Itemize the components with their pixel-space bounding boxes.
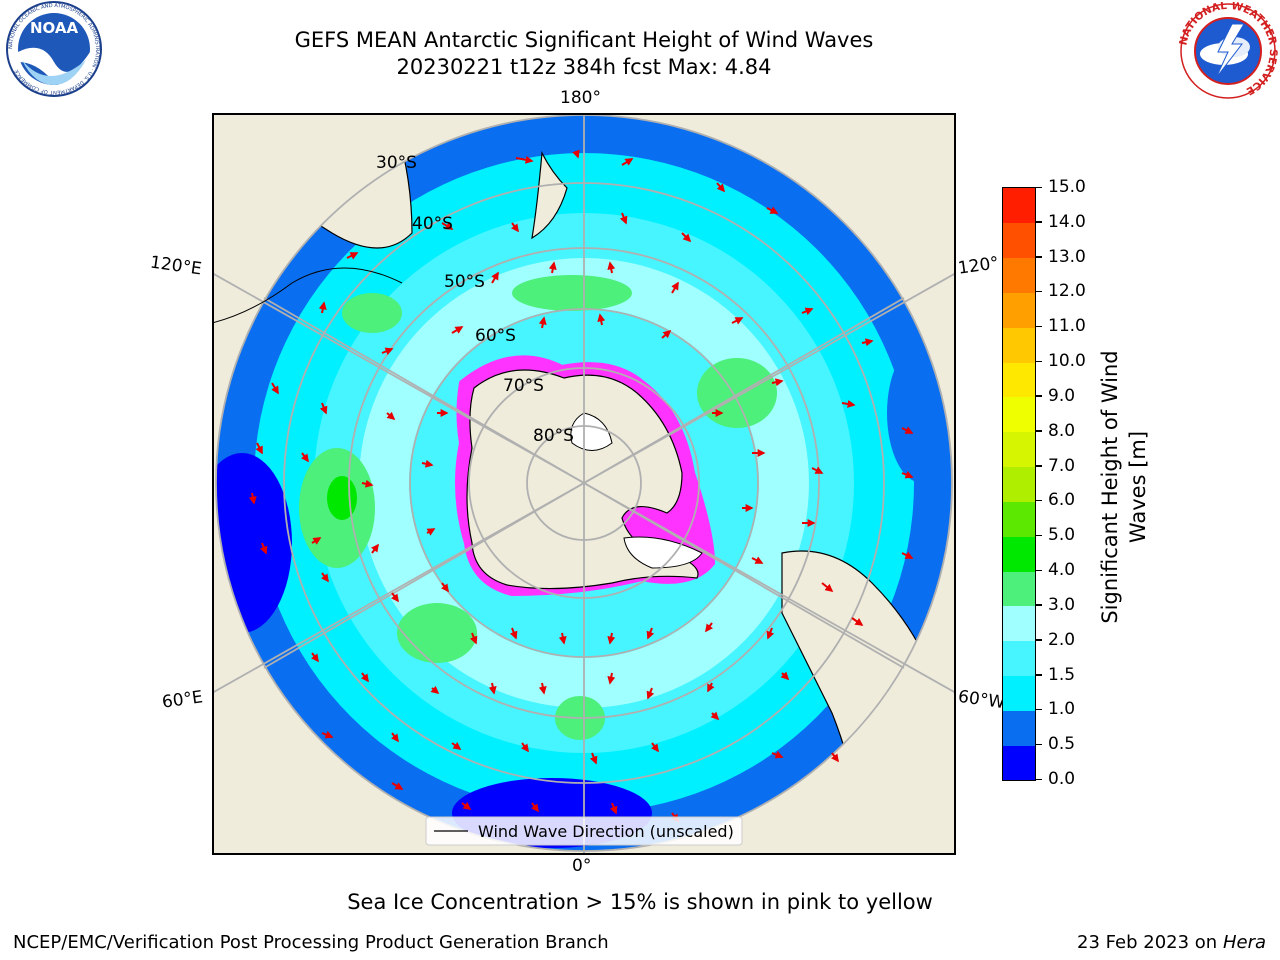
colorbar-segment bbox=[1003, 710, 1035, 746]
colorbar-tick-label: 9.0 bbox=[1048, 385, 1076, 406]
colorbar-segment bbox=[1003, 640, 1035, 677]
colorbar-tick-label: 14.0 bbox=[1048, 211, 1086, 232]
lon-label-180: 180° bbox=[560, 88, 601, 108]
colorbar-tick-label: 12.0 bbox=[1048, 281, 1086, 302]
colorbar-tick-mark bbox=[1036, 674, 1042, 676]
colorbar-tick-mark bbox=[1036, 221, 1042, 223]
colorbar-segment bbox=[1003, 362, 1035, 398]
wave-patch bbox=[397, 603, 477, 663]
noaa-logo: NOAA NATIONAL OCEANIC AND ATMOSPHERIC AD… bbox=[6, 1, 102, 97]
colorbar-tick-mark bbox=[1036, 360, 1042, 363]
colorbar-tick-mark bbox=[1036, 499, 1042, 502]
legend-label: Wind Wave Direction (unscaled) bbox=[478, 822, 734, 841]
colorbar-segment bbox=[1003, 188, 1035, 224]
lat-label-30: 30°S bbox=[376, 153, 417, 173]
plot-title-line1: GEFS MEAN Antarctic Significant Height o… bbox=[294, 28, 874, 52]
svg-text:NOAA: NOAA bbox=[30, 19, 79, 37]
colorbar-segment bbox=[1003, 431, 1035, 468]
colorbar-tick-label: 15.0 bbox=[1048, 177, 1086, 197]
colorbar-tick-mark bbox=[1036, 430, 1042, 432]
colorbar-tick-mark bbox=[1036, 290, 1042, 293]
colorbar-tick-label: 1.5 bbox=[1048, 664, 1076, 685]
polar-map: 30°S 40°S 50°S 60°S 70°S 80°S Wind Wave … bbox=[212, 113, 956, 855]
nws-logo: NATIONAL WEATHER SERVICE bbox=[1178, 2, 1278, 99]
lon-label-60e: 60°E bbox=[160, 687, 205, 713]
lat-label-50: 50°S bbox=[444, 272, 485, 292]
colorbar-tick-mark bbox=[1036, 186, 1042, 188]
lat-label-80: 80°S bbox=[533, 426, 574, 446]
lon-label-60w: 60°W bbox=[956, 686, 1007, 714]
colorbar-segment bbox=[1003, 257, 1035, 293]
colorbar-tick-mark bbox=[1036, 465, 1042, 467]
colorbar-segment bbox=[1003, 501, 1035, 537]
colorbar-segment bbox=[1003, 327, 1035, 363]
lat-label-60: 60°S bbox=[475, 326, 516, 346]
colorbar-tick-mark bbox=[1036, 325, 1042, 328]
colorbar-segment bbox=[1003, 396, 1035, 433]
lon-label-0: 0° bbox=[572, 856, 592, 876]
colorbar-tick-label: 6.0 bbox=[1048, 490, 1076, 511]
colorbar-segment bbox=[1003, 675, 1035, 711]
colorbar-segment bbox=[1003, 466, 1035, 502]
colorbar-tick-label: 5.0 bbox=[1048, 525, 1076, 546]
lat-label-40: 40°S bbox=[412, 214, 453, 234]
colorbar-tick-label: 10.0 bbox=[1048, 351, 1086, 372]
colorbar-tick-mark bbox=[1036, 604, 1042, 606]
colorbar bbox=[1002, 187, 1036, 781]
map-legend: Wind Wave Direction (unscaled) bbox=[425, 816, 743, 846]
wave-patch bbox=[697, 358, 777, 428]
map-frame bbox=[212, 113, 956, 855]
colorbar-tick-mark bbox=[1036, 639, 1042, 641]
colorbar-segment bbox=[1003, 745, 1035, 781]
colorbar-tick-mark bbox=[1036, 256, 1042, 258]
colorbar-tick-label: 3.0 bbox=[1048, 594, 1076, 615]
colorbar-tick-mark bbox=[1036, 778, 1042, 780]
colorbar-ticks: 0.0 0.5 1.0 1.5 2.0 3.0 4.0 5.0 6.0 7.0 8.0 9.0 10.0… bbox=[1034, 0, 1094, 960]
footer-org: NCEP/EMC/Verification Post Processing Pr… bbox=[13, 932, 609, 953]
new-zealand bbox=[531, 150, 568, 240]
colorbar-tick-label: 2.0 bbox=[1048, 629, 1076, 650]
colorbar-tick-label: 11.0 bbox=[1048, 316, 1086, 337]
colorbar-segment bbox=[1003, 536, 1035, 572]
lon-label-120w: 120° bbox=[956, 253, 1001, 279]
lat-label-70: 70°S bbox=[503, 376, 544, 396]
colorbar-tick-label: 13.0 bbox=[1048, 246, 1086, 267]
footer-machine: Hera bbox=[1222, 932, 1266, 953]
colorbar-segment bbox=[1003, 292, 1035, 328]
plot-title-line2: 20230221 t12z 384h fcst Max: 4.84 bbox=[396, 55, 772, 79]
wave-patch bbox=[342, 293, 402, 333]
colorbar-tick-mark bbox=[1036, 708, 1042, 711]
colorbar-tick-mark bbox=[1036, 743, 1042, 746]
colorbar-tick-label: 1.0 bbox=[1048, 699, 1076, 720]
colorbar-segment bbox=[1003, 222, 1035, 259]
colorbar-tick-mark bbox=[1036, 534, 1042, 537]
colorbar-tick-label: 8.0 bbox=[1048, 420, 1076, 441]
colorbar-label: Significant Height of Wind Waves [m] bbox=[1098, 350, 1150, 624]
colorbar-tick-label: 0.0 bbox=[1048, 769, 1076, 789]
wave-patch bbox=[512, 275, 632, 311]
colorbar-tick-label: 4.0 bbox=[1048, 560, 1076, 581]
colorbar-tick-label: 0.5 bbox=[1048, 734, 1076, 755]
colorbar-tick-mark bbox=[1036, 569, 1042, 572]
colorbar-tick-mark bbox=[1036, 395, 1042, 397]
wind-wave-arrows bbox=[248, 149, 914, 823]
colorbar-segment bbox=[1003, 605, 1035, 642]
sea-ice-note: Sea Ice Concentration > 15% is shown in … bbox=[347, 890, 933, 914]
footer-date: 23 Feb 2023 on Hera bbox=[1077, 932, 1266, 953]
graticule bbox=[213, 114, 955, 854]
colorbar-tick-label: 7.0 bbox=[1048, 455, 1076, 476]
colorbar-segment bbox=[1003, 571, 1035, 607]
lon-label-120e: 120°E bbox=[148, 252, 203, 280]
